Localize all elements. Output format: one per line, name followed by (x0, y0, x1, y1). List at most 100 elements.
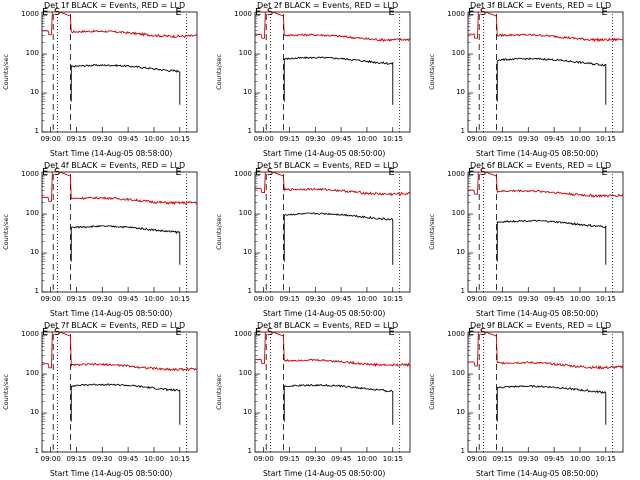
axes-frame (254, 11, 411, 133)
event-marker-label: E (42, 7, 49, 18)
panel-title: Det 6f BLACK = Events, RED = LLD (470, 161, 612, 170)
y-tick-label: 100 (451, 49, 465, 58)
x-tick-label: 09:00 (253, 295, 274, 303)
x-tick-label: 09:00 (253, 455, 274, 463)
y-axis-label: Counts/sec (1, 214, 10, 250)
x-axis-label: Start Time (14-Aug-05 08:50:00) (476, 149, 599, 158)
x-tick-label: 09:00 (253, 135, 274, 143)
event-marker-label: E (42, 167, 49, 178)
y-tick-label: 1 (460, 447, 465, 455)
series-line-events (496, 385, 607, 425)
event-marker-label: E (388, 7, 395, 18)
x-tick-label: 10:15 (169, 455, 190, 463)
y-tick-label: 10 (30, 408, 39, 417)
x-tick-label: 09:15 (279, 135, 300, 143)
y-axis-label: Counts/sec (214, 374, 223, 410)
detector-panel: 1 10 100 1000 09:00 09:15 09:30 09:45 10:00 10:15… (213, 320, 426, 480)
x-tick-label: 10:00 (143, 295, 165, 303)
event-marker-label: E (601, 167, 608, 178)
x-tick-label: 09:00 (466, 295, 487, 303)
series-line-events (70, 224, 181, 265)
x-tick-label: 10:15 (382, 135, 403, 143)
event-marker-label: S (266, 327, 274, 338)
x-axis-label: Start Time (14-Aug-05 08:50:00) (263, 309, 386, 318)
x-axis-label: Start Time (14-Aug-05 08:50:00) (263, 149, 386, 158)
x-tick-label: 10:15 (382, 455, 403, 463)
series-line-lld (467, 331, 624, 370)
x-tick-label: 09:15 (66, 295, 87, 303)
x-tick-label: 09:45 (118, 135, 139, 143)
y-tick-label: 100 (238, 209, 252, 218)
series-line-lld (254, 11, 411, 43)
y-tick-label: 1000 (447, 10, 465, 19)
event-marker-label: E (468, 7, 475, 18)
panel-title: Det 7f BLACK = Events, RED = LLD (44, 321, 186, 330)
event-marker-label: S (479, 167, 487, 178)
y-tick-label: 10 (243, 248, 252, 257)
y-tick-label: 10 (456, 88, 465, 97)
y-tick-label: 10 (456, 408, 465, 417)
axes-frame (41, 171, 198, 293)
x-tick-label: 09:30 (518, 295, 539, 303)
series-line-events (283, 56, 394, 105)
y-tick-label: 10 (243, 88, 252, 97)
x-tick-label: 09:30 (92, 135, 113, 143)
y-tick-label: 1 (247, 127, 252, 135)
series-line-lld (254, 331, 411, 368)
y-tick-label: 1000 (21, 170, 39, 179)
y-tick-label: 1000 (234, 10, 252, 19)
series-line-events (496, 219, 607, 265)
y-tick-label: 10 (243, 408, 252, 417)
x-tick-label: 10:00 (569, 295, 591, 303)
x-tick-label: 09:15 (279, 295, 300, 303)
x-tick-label: 09:30 (92, 295, 113, 303)
event-marker-label: E (388, 327, 395, 338)
x-tick-label: 09:00 (466, 455, 487, 463)
panel-title: Det 1f BLACK = Events, RED = LLD (44, 1, 186, 10)
y-tick-label: 100 (25, 49, 39, 58)
event-marker-label: S (53, 7, 61, 18)
x-tick-label: 10:00 (143, 455, 165, 463)
plot-canvas (467, 171, 624, 293)
detector-panel: 1 10 100 1000 09:00 09:15 09:30 09:45 10:00 10:15… (0, 160, 213, 320)
event-marker-label: S (479, 7, 487, 18)
plot-canvas (254, 171, 411, 293)
series-line-lld (467, 11, 624, 43)
detector-panel: 1 10 100 1000 09:00 09:15 09:30 09:45 10:00 10:15… (426, 0, 639, 160)
detector-panel: 1 10 100 1000 09:00 09:15 09:30 09:45 10:00 10:15… (213, 0, 426, 160)
plot-canvas (467, 331, 624, 453)
series-line-lld (41, 11, 198, 39)
x-axis-label: Start Time (14-Aug-05 08:50:00) (50, 309, 173, 318)
axes-frame (467, 331, 624, 453)
event-marker-label: E (255, 7, 262, 18)
axes-frame (254, 171, 411, 293)
y-axis-label: Counts/sec (1, 374, 10, 410)
axes-frame (254, 331, 411, 453)
x-tick-label: 09:30 (305, 455, 326, 463)
y-tick-label: 1 (34, 287, 39, 295)
x-tick-label: 09:30 (305, 295, 326, 303)
y-axis-label: Counts/sec (427, 214, 436, 250)
plot-canvas (467, 11, 624, 133)
x-tick-label: 09:45 (544, 455, 565, 463)
y-tick-label: 1 (34, 447, 39, 455)
x-tick-label: 09:30 (518, 135, 539, 143)
x-tick-label: 10:15 (595, 295, 616, 303)
axes-frame (467, 171, 624, 293)
event-marker-label: S (266, 167, 274, 178)
x-tick-label: 10:00 (356, 295, 378, 303)
detector-panel: 1 10 100 1000 09:00 09:15 09:30 09:45 10:00 10:15… (426, 160, 639, 320)
x-tick-label: 09:45 (331, 135, 352, 143)
x-tick-label: 09:45 (118, 455, 139, 463)
panel-title: Det 8f BLACK = Events, RED = LLD (257, 321, 399, 330)
panel-title: Det 3f BLACK = Events, RED = LLD (470, 1, 612, 10)
event-marker-label: E (42, 327, 49, 338)
x-tick-label: 10:15 (382, 295, 403, 303)
plot-canvas (41, 171, 198, 293)
detector-panel: 1 10 100 1000 09:00 09:15 09:30 09:45 10:00 10:15… (0, 320, 213, 480)
y-tick-label: 100 (238, 369, 252, 378)
axes-frame (41, 331, 198, 453)
x-tick-label: 09:45 (544, 135, 565, 143)
event-marker-label: S (53, 167, 61, 178)
event-marker-label: E (468, 327, 475, 338)
